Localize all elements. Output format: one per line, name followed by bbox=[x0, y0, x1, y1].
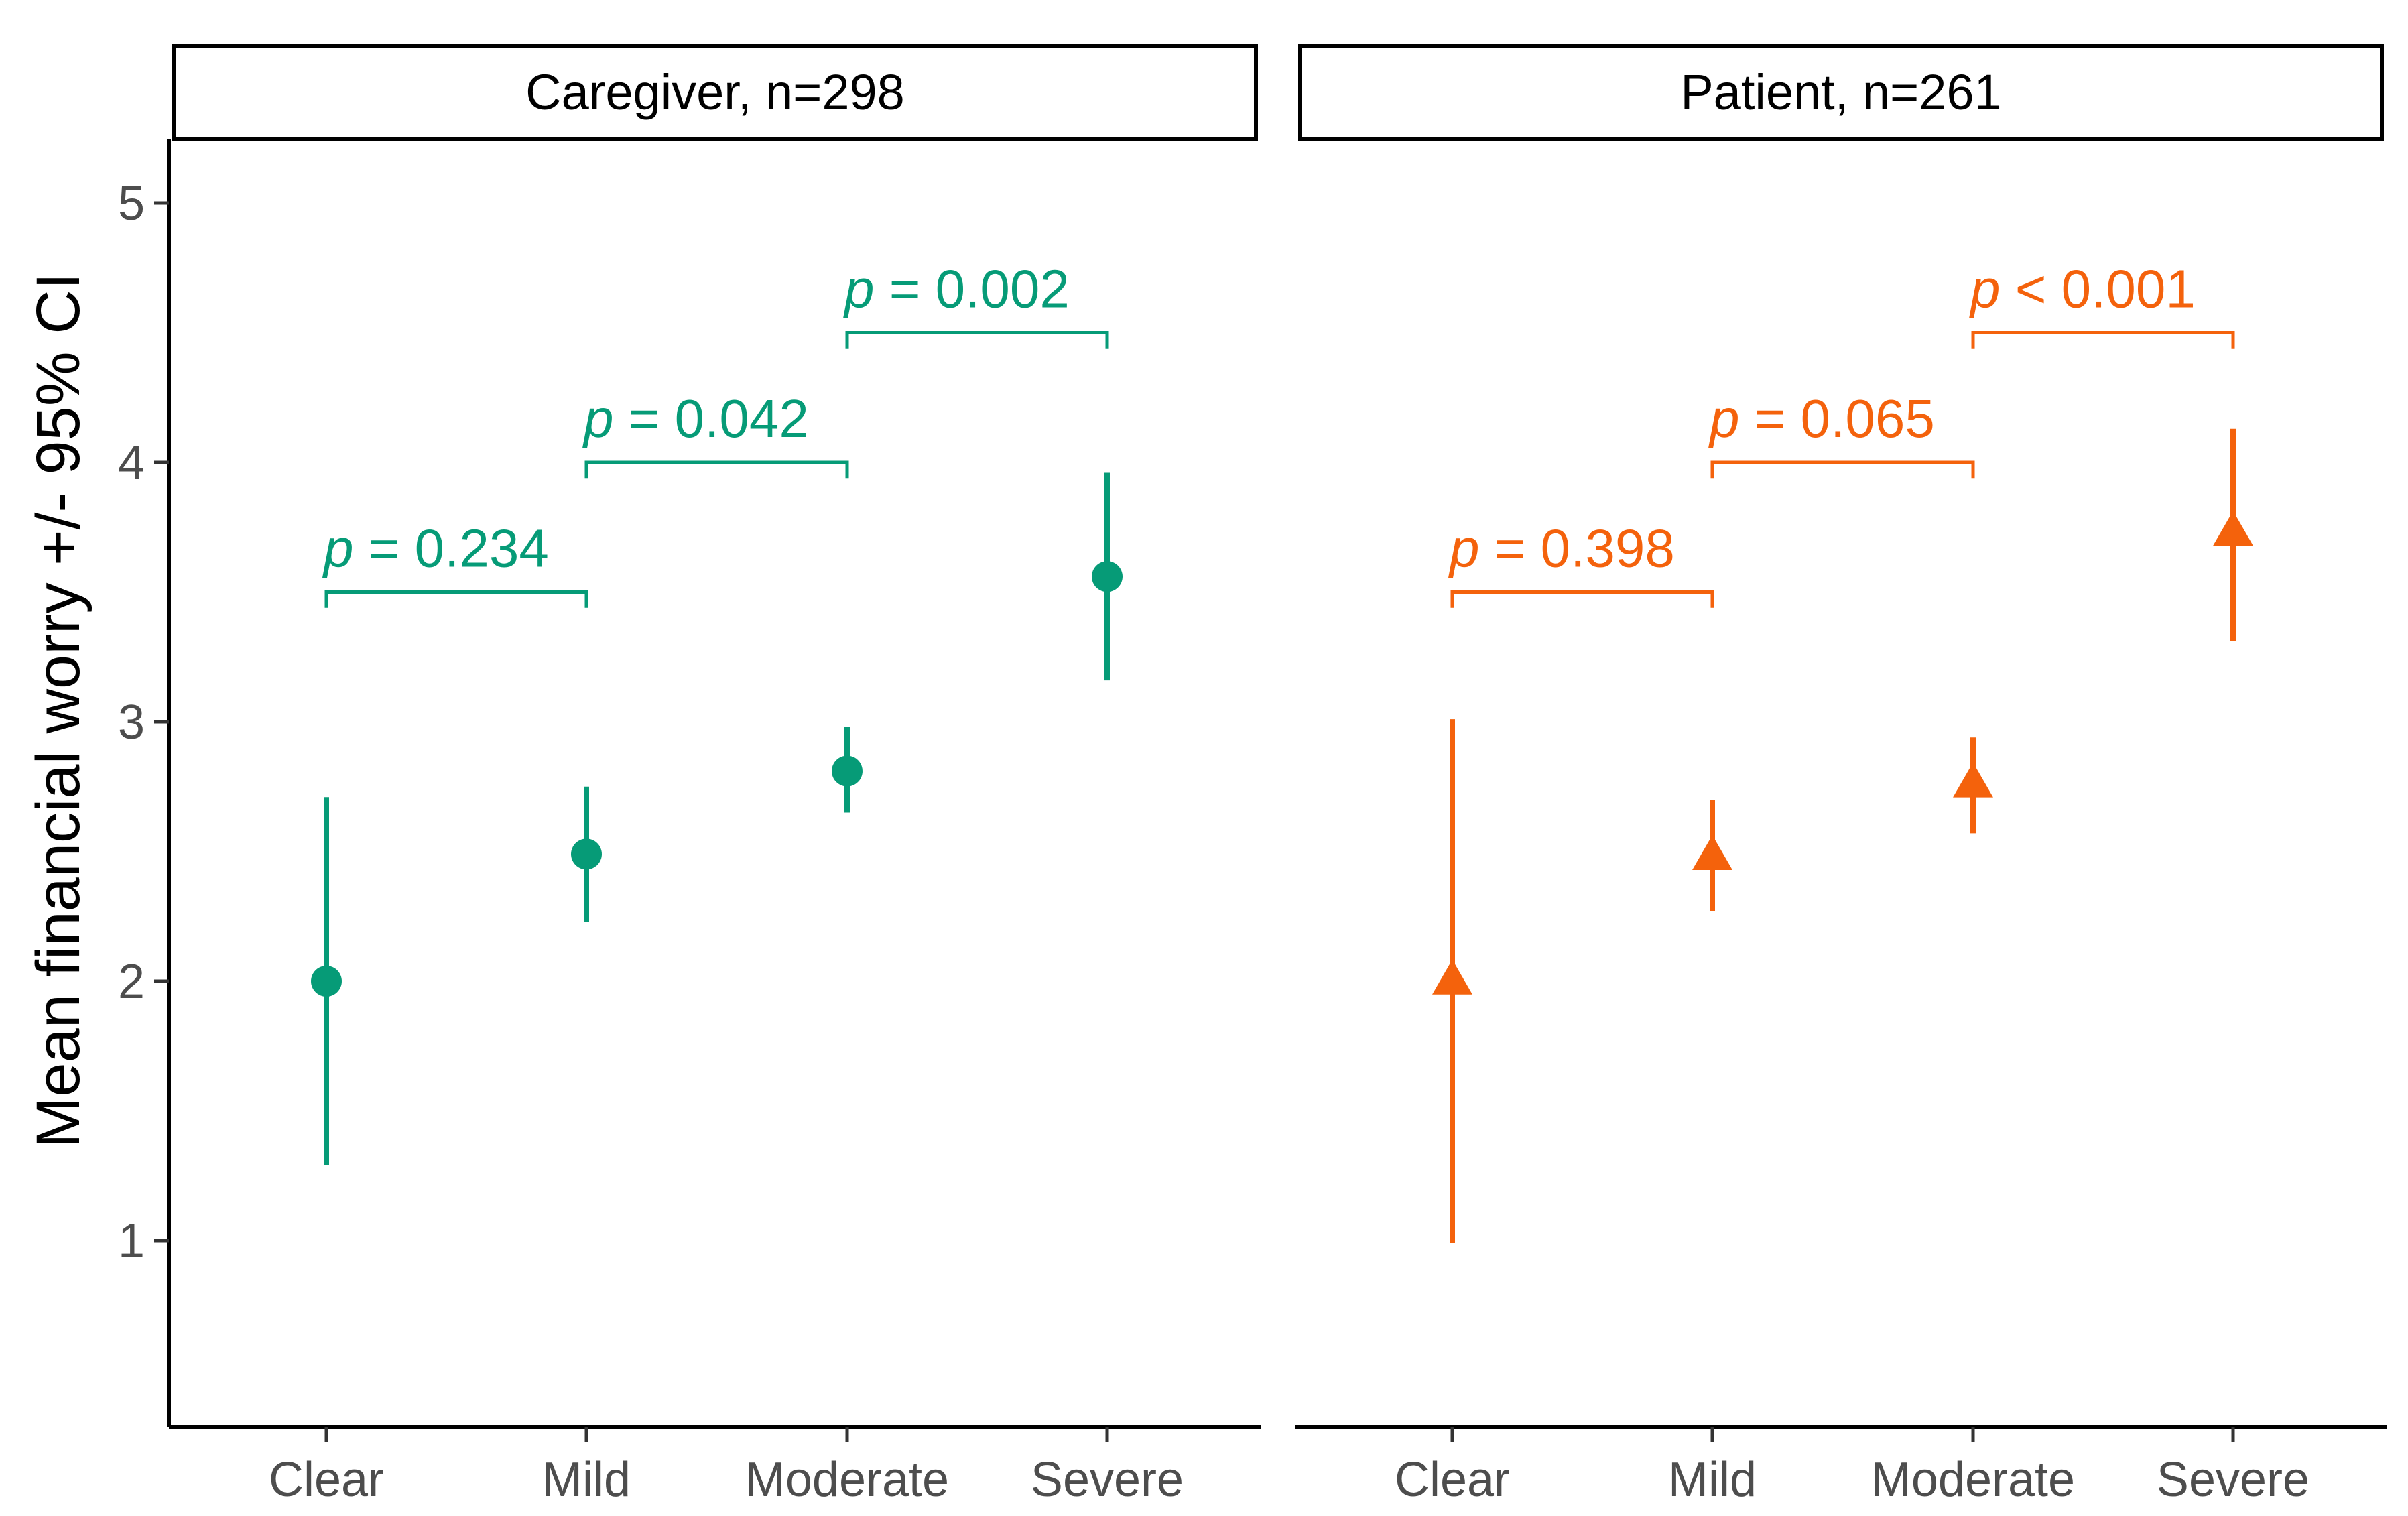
strip-box bbox=[172, 44, 1258, 141]
p-symbol: p bbox=[1448, 519, 1480, 578]
p-symbol: p bbox=[1969, 259, 2001, 319]
p-value-label: p = 0.234 bbox=[322, 519, 549, 578]
x-tick-label: Mild bbox=[1668, 1453, 1757, 1507]
y-tick-label: 1 bbox=[118, 1214, 145, 1268]
p-symbol: p bbox=[843, 259, 875, 319]
facet-panel-1: Caregiver, n=298 Clear Mild Moderate Severe 1… bbox=[118, 44, 1261, 1507]
data-point bbox=[1953, 762, 1993, 798]
data-point bbox=[832, 755, 863, 787]
p-value-label: p = 0.065 bbox=[1708, 389, 1935, 448]
y-tick-label: 5 bbox=[118, 177, 145, 231]
p-symbol: p bbox=[322, 519, 354, 578]
facet-panels: Caregiver, n=298 Clear Mild Moderate Severe 1… bbox=[118, 44, 2387, 1507]
data-point bbox=[1692, 835, 1732, 870]
significance-bracket bbox=[1710, 460, 1975, 479]
data-point bbox=[1092, 561, 1123, 592]
x-tick-label: Severe bbox=[2157, 1453, 2309, 1507]
significance-bracket bbox=[1450, 590, 1714, 608]
x-tick-label: Severe bbox=[1031, 1453, 1184, 1507]
strip-label: Patient, n=261 bbox=[1680, 64, 2001, 120]
x-tick-label: Moderate bbox=[745, 1453, 949, 1507]
p-value-label: p = 0.042 bbox=[582, 389, 809, 448]
y-tick-label: 4 bbox=[118, 436, 145, 490]
p-value: = 0.065 bbox=[1740, 389, 1935, 448]
p-value: = 0.234 bbox=[354, 519, 549, 578]
strip-label: Caregiver, n=298 bbox=[525, 64, 905, 120]
data-point bbox=[311, 966, 342, 997]
p-value-label: p < 0.001 bbox=[1969, 259, 2196, 319]
x-tick-label: Clear bbox=[1395, 1453, 1510, 1507]
p-value: = 0.398 bbox=[1480, 519, 1675, 578]
p-symbol: p bbox=[582, 389, 614, 448]
facet-panel-2: Patient, n=261 Clear Mild Moderate Severe p =… bbox=[1295, 44, 2387, 1507]
significance-bracket bbox=[324, 590, 588, 608]
y-tick-label: 3 bbox=[118, 696, 145, 749]
x-tick-label: Mild bbox=[542, 1453, 631, 1507]
y-axis-label: Mean financial worry +/- 95% CI bbox=[24, 273, 92, 1148]
significance-bracket bbox=[845, 331, 1109, 349]
y-tick-label: 2 bbox=[118, 955, 145, 1009]
p-symbol: p bbox=[1708, 389, 1740, 448]
p-value: = 0.002 bbox=[875, 259, 1070, 319]
strip-box bbox=[1298, 44, 2384, 141]
data-point bbox=[2213, 511, 2253, 546]
x-tick-label: Clear bbox=[269, 1453, 384, 1507]
p-value: = 0.042 bbox=[614, 389, 809, 448]
p-value: < 0.001 bbox=[2001, 259, 2196, 319]
data-point bbox=[1432, 959, 1472, 995]
significance-bracket bbox=[1971, 331, 2235, 349]
p-value-label: p = 0.398 bbox=[1448, 519, 1675, 578]
data-point bbox=[571, 838, 602, 870]
significance-bracket bbox=[584, 460, 849, 479]
p-value-label: p = 0.002 bbox=[843, 259, 1070, 319]
x-tick-label: Moderate bbox=[1871, 1453, 2075, 1507]
